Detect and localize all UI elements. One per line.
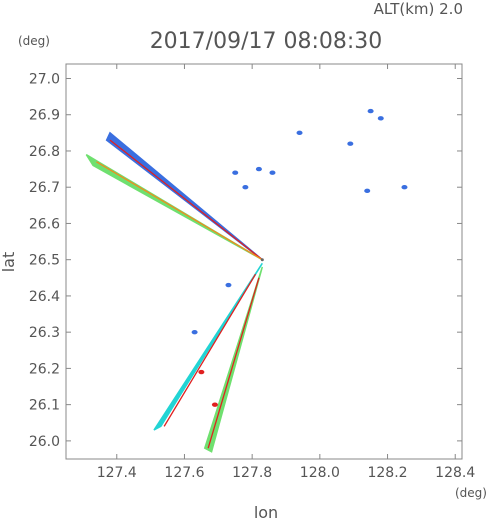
- y-tick-label: 26.3: [29, 325, 60, 341]
- echo-point: [191, 329, 198, 335]
- x-tick-label: 128.4: [435, 465, 475, 481]
- y-tick-label: 27.0: [29, 71, 60, 87]
- y-unit-label: (deg): [18, 34, 50, 48]
- y-tick-label: 26.0: [29, 434, 60, 450]
- y-tick-label: 26.2: [29, 361, 60, 377]
- chart-marks: [85, 108, 408, 453]
- y-axis-label: lat: [0, 252, 18, 273]
- x-tick-label: 127.8: [232, 465, 272, 481]
- y-tick-label: 26.1: [29, 398, 60, 414]
- x-tick-label: 127.4: [97, 465, 137, 481]
- radar-beam: [153, 262, 263, 431]
- x-tick-label: 127.6: [164, 465, 204, 481]
- echo-point: [296, 130, 303, 136]
- echo-point: [269, 170, 276, 175]
- x-unit-label: (deg): [455, 486, 487, 500]
- beam-edge: [163, 273, 257, 427]
- echo-point: [232, 170, 239, 175]
- chart-timestamp: 2017/09/17 08:08:30: [150, 29, 383, 54]
- echo-point: [367, 108, 374, 114]
- echo-point: [198, 369, 205, 375]
- y-tick-label: 26.4: [29, 289, 60, 305]
- beam-edge: [109, 139, 263, 261]
- x-tick-label: 128.0: [300, 465, 340, 481]
- echo-point: [242, 185, 249, 190]
- echo-point: [377, 116, 384, 121]
- y-tick-label: 26.8: [29, 144, 60, 160]
- y-tick-label: 26.9: [29, 108, 60, 124]
- x-tick-label: 128.2: [367, 465, 407, 481]
- echo-point: [347, 141, 354, 146]
- radar-origin: [260, 258, 264, 262]
- echo-point: [255, 166, 262, 172]
- echo-point: [225, 282, 232, 288]
- altitude-label: ALT(km) 2.0: [374, 0, 463, 18]
- x-axis-label: lon: [254, 503, 278, 521]
- echo-point: [401, 185, 408, 190]
- y-tick-label: 26.6: [29, 216, 60, 232]
- plot-frame: [65, 63, 463, 460]
- echo-point: [364, 188, 371, 194]
- axis-ticks: 127.4 127.6 127.8 128.0 128.2 128.4 26.0 26.1 26…: [29, 64, 475, 481]
- echo-point: [211, 402, 218, 407]
- beam-edge: [207, 277, 260, 449]
- beam-edge: [96, 161, 263, 261]
- y-tick-label: 26.7: [29, 180, 60, 196]
- radar-beam: [105, 131, 263, 261]
- y-tick-label: 26.5: [29, 253, 60, 269]
